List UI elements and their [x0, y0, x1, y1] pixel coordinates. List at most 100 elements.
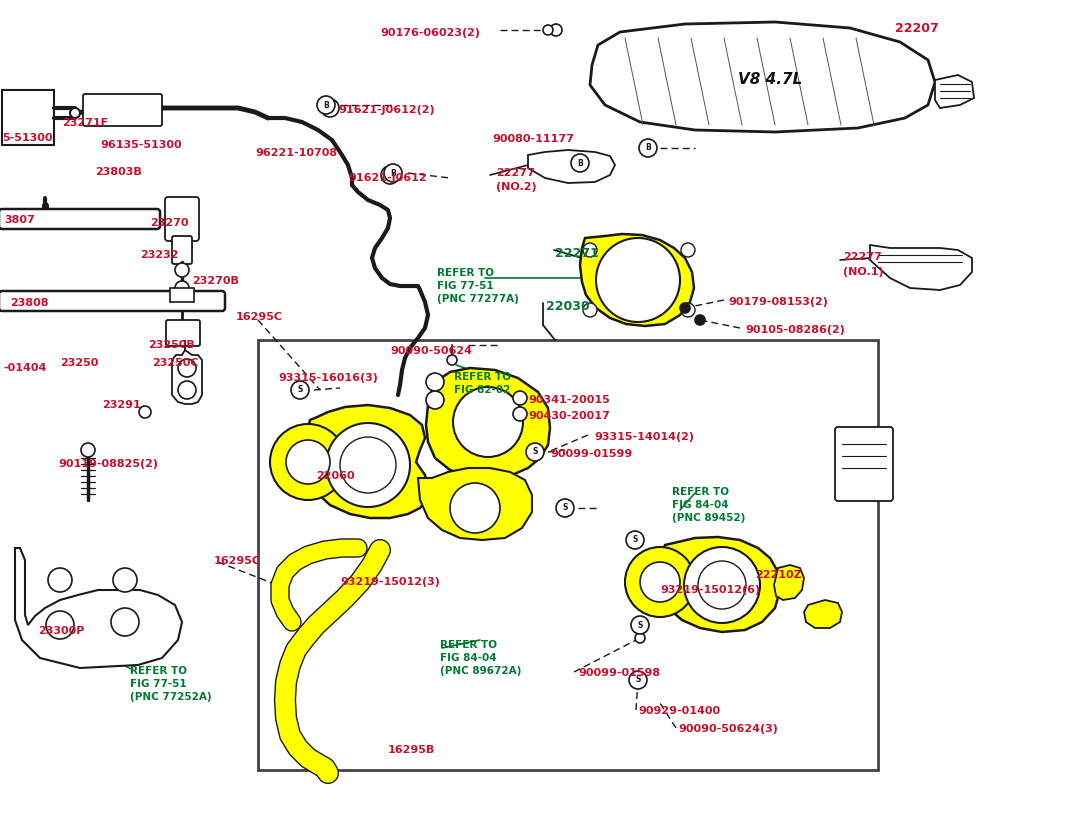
Circle shape — [381, 166, 399, 184]
FancyBboxPatch shape — [172, 236, 192, 264]
Text: 90090-50624(3): 90090-50624(3) — [678, 724, 778, 734]
Text: 23250: 23250 — [60, 358, 98, 368]
Circle shape — [583, 243, 597, 257]
Bar — [258, 340, 878, 770]
Circle shape — [48, 568, 72, 592]
Text: 96221-10708: 96221-10708 — [255, 148, 338, 158]
FancyBboxPatch shape — [164, 197, 199, 241]
Circle shape — [635, 633, 645, 643]
Circle shape — [513, 407, 527, 421]
Text: B: B — [387, 170, 393, 179]
Circle shape — [321, 99, 339, 117]
Text: 90430-20017: 90430-20017 — [528, 411, 610, 421]
Text: 22277: 22277 — [843, 252, 882, 262]
Circle shape — [450, 483, 500, 533]
FancyBboxPatch shape — [83, 94, 162, 126]
Circle shape — [81, 443, 95, 457]
Circle shape — [175, 281, 189, 295]
Polygon shape — [418, 468, 532, 540]
Text: S: S — [637, 620, 643, 629]
Text: B: B — [327, 103, 333, 112]
Text: 23271F: 23271F — [62, 118, 108, 128]
Text: 23270B: 23270B — [192, 276, 239, 286]
Polygon shape — [658, 537, 780, 632]
Circle shape — [550, 24, 562, 36]
Polygon shape — [15, 548, 182, 668]
Text: 90929-01400: 90929-01400 — [638, 706, 721, 716]
Text: 90099-01599: 90099-01599 — [550, 449, 632, 459]
Circle shape — [526, 443, 544, 461]
Text: B: B — [645, 144, 651, 152]
Circle shape — [698, 561, 745, 609]
Text: (NO.1): (NO.1) — [843, 267, 884, 277]
Text: 3807: 3807 — [4, 215, 35, 225]
Circle shape — [447, 355, 457, 365]
Text: 22277: 22277 — [496, 168, 535, 178]
FancyBboxPatch shape — [166, 320, 200, 346]
Text: 16295B: 16295B — [388, 745, 435, 755]
Text: REFER TO
FIG 77-51
(PNC 77277A): REFER TO FIG 77-51 (PNC 77277A) — [437, 268, 519, 304]
Circle shape — [340, 437, 396, 493]
Text: 23232: 23232 — [140, 250, 179, 260]
Text: 16295C: 16295C — [236, 312, 283, 322]
Polygon shape — [172, 340, 202, 404]
FancyBboxPatch shape — [0, 291, 225, 311]
Text: S: S — [563, 504, 568, 513]
Polygon shape — [870, 245, 972, 290]
Circle shape — [629, 671, 647, 689]
Text: 90119-08825(2): 90119-08825(2) — [58, 459, 158, 469]
Circle shape — [543, 25, 553, 35]
Text: 16295C: 16295C — [214, 556, 261, 566]
Text: 90341-20015: 90341-20015 — [528, 395, 610, 405]
Circle shape — [175, 263, 189, 277]
Text: 23291: 23291 — [102, 400, 141, 410]
Text: REFER TO
FIG 82-02: REFER TO FIG 82-02 — [454, 372, 511, 395]
Circle shape — [679, 303, 690, 313]
Circle shape — [270, 424, 346, 500]
Circle shape — [571, 154, 589, 172]
FancyBboxPatch shape — [0, 209, 160, 229]
Text: V8 4.7L: V8 4.7L — [738, 73, 802, 88]
Text: S: S — [532, 447, 538, 457]
Circle shape — [625, 547, 695, 617]
Text: (NO.2): (NO.2) — [496, 182, 537, 192]
Text: 91621-J0612(2): 91621-J0612(2) — [338, 105, 435, 115]
Polygon shape — [426, 368, 550, 478]
Text: 23808: 23808 — [10, 298, 49, 308]
Text: B: B — [324, 101, 329, 109]
Text: 23250B: 23250B — [148, 340, 195, 350]
Text: 93315-14014(2): 93315-14014(2) — [594, 432, 694, 442]
Text: 23270: 23270 — [150, 218, 188, 228]
Text: -01404: -01404 — [3, 363, 47, 373]
Circle shape — [47, 611, 74, 639]
Text: 93219-15012(6): 93219-15012(6) — [660, 585, 761, 595]
Text: 22210Z: 22210Z — [755, 570, 802, 580]
Text: 90105-08286(2): 90105-08286(2) — [745, 325, 845, 335]
Circle shape — [179, 381, 196, 399]
Text: 23250C: 23250C — [151, 358, 198, 368]
Text: S: S — [632, 536, 637, 544]
Circle shape — [317, 96, 335, 114]
Text: S: S — [298, 385, 303, 394]
Circle shape — [426, 373, 444, 391]
Text: S: S — [635, 676, 641, 685]
Text: 90080-11177: 90080-11177 — [492, 134, 573, 144]
Circle shape — [426, 391, 444, 409]
Circle shape — [70, 108, 80, 118]
Text: 93219-15012(3): 93219-15012(3) — [340, 577, 440, 587]
Bar — [2, 90, 54, 145]
Text: 91621-J0612: 91621-J0612 — [348, 173, 426, 183]
Circle shape — [556, 499, 573, 517]
Circle shape — [639, 562, 679, 602]
Polygon shape — [935, 75, 974, 108]
Circle shape — [583, 303, 597, 317]
Circle shape — [626, 531, 644, 549]
Circle shape — [453, 387, 523, 457]
Text: 22060: 22060 — [316, 471, 355, 481]
Text: 5-51300: 5-51300 — [2, 133, 53, 143]
Circle shape — [596, 238, 679, 322]
Circle shape — [695, 315, 705, 325]
Text: REFER TO
FIG 84-04
(PNC 89672A): REFER TO FIG 84-04 (PNC 89672A) — [440, 640, 522, 676]
Text: 90090-50624: 90090-50624 — [390, 346, 472, 356]
Circle shape — [179, 359, 196, 377]
